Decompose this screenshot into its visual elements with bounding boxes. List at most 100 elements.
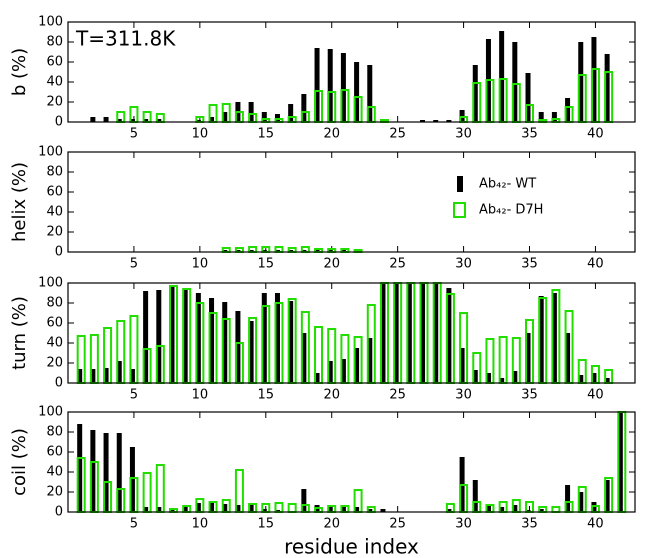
y-tick-label: 0 <box>55 376 63 391</box>
bar <box>420 120 426 122</box>
bar <box>248 504 254 512</box>
bar <box>354 62 360 122</box>
bar <box>472 370 478 383</box>
bar <box>143 291 149 383</box>
bar <box>209 298 215 383</box>
bar <box>248 246 258 253</box>
bar <box>156 119 162 122</box>
bar <box>617 412 623 512</box>
bar <box>591 37 597 122</box>
bar <box>314 48 320 122</box>
x-tick-label: 40 <box>587 127 604 142</box>
bar <box>485 373 491 383</box>
bar <box>301 489 307 512</box>
x-tick-label: 20 <box>323 388 340 403</box>
bar <box>116 361 122 383</box>
y-tick-label: 20 <box>46 485 63 500</box>
bar <box>300 246 310 253</box>
y-tick-label: 0 <box>55 115 63 130</box>
x-tick-label: 10 <box>192 517 209 532</box>
bar <box>578 375 584 383</box>
plot-frame <box>67 151 636 253</box>
x-tick-label: 30 <box>455 517 472 532</box>
bar <box>182 288 188 383</box>
plot-frame <box>67 411 636 513</box>
bar <box>512 42 518 122</box>
bar <box>156 290 162 383</box>
bar <box>156 507 162 512</box>
bar <box>116 433 122 512</box>
y-tick-label: 20 <box>46 225 63 240</box>
x-tick-label: 15 <box>258 517 275 532</box>
bar <box>420 283 426 383</box>
x-tick-label: 35 <box>521 127 538 142</box>
bar <box>604 54 610 122</box>
bar <box>380 283 386 383</box>
bar <box>142 472 152 513</box>
bar <box>209 117 215 122</box>
y-tick-label: 80 <box>46 165 63 180</box>
bar <box>367 65 373 122</box>
x-tick-label: 25 <box>389 388 406 403</box>
y-tick-label: 0 <box>55 505 63 520</box>
bar <box>393 283 399 383</box>
bar <box>90 369 96 383</box>
x-tick-label: 10 <box>192 127 209 142</box>
bar <box>367 338 373 383</box>
x-tick-label: 15 <box>258 257 275 272</box>
bar <box>103 433 109 512</box>
y-tick-label: 20 <box>46 356 63 371</box>
y-axis-label: coil (%) <box>9 428 30 496</box>
x-tick-label: 40 <box>587 257 604 272</box>
x-tick-label: 5 <box>130 127 138 142</box>
y-tick-label: 80 <box>46 425 63 440</box>
bar <box>499 31 505 122</box>
bar <box>195 503 201 512</box>
y-tick-label: 80 <box>46 296 63 311</box>
bar <box>261 293 267 383</box>
bar <box>485 506 491 512</box>
bar <box>222 302 228 383</box>
bar <box>472 65 478 122</box>
bar <box>340 53 346 122</box>
y-axis-label: b (%) <box>9 48 30 96</box>
bar <box>565 98 571 122</box>
annotation: T=311.8K <box>75 27 176 51</box>
y-tick-label: 60 <box>46 316 63 331</box>
bar <box>591 373 597 383</box>
y-tick-label: 60 <box>46 445 63 460</box>
bar <box>498 336 508 384</box>
y-tick-label: 100 <box>38 276 63 291</box>
bar <box>155 464 165 513</box>
y-tick-label: 60 <box>46 55 63 70</box>
x-tick-label: 5 <box>130 388 138 403</box>
bar <box>301 94 307 122</box>
bar <box>433 283 439 383</box>
x-tick-label: 15 <box>258 127 275 142</box>
bar <box>499 378 505 383</box>
bar <box>340 359 346 383</box>
x-tick-label: 25 <box>389 127 406 142</box>
bar <box>380 509 386 512</box>
plot-frame <box>67 21 636 123</box>
bar <box>235 311 241 383</box>
x-tick-label: 15 <box>258 388 275 403</box>
legend-label: Ab₄₂- WT <box>479 177 536 192</box>
bar <box>604 378 610 383</box>
legend-label: Ab₄₂- D7H <box>479 203 543 218</box>
bar <box>538 509 544 512</box>
bar <box>288 301 294 383</box>
bar <box>327 361 333 383</box>
bar <box>551 293 557 383</box>
bar <box>209 502 215 512</box>
bar <box>129 369 135 383</box>
bar <box>261 112 267 122</box>
y-tick-label: 0 <box>55 245 63 260</box>
y-tick-label: 100 <box>38 15 63 30</box>
y-tick-label: 100 <box>38 405 63 420</box>
x-tick-label: 35 <box>521 517 538 532</box>
x-tick-label: 30 <box>455 127 472 142</box>
bar <box>77 369 83 383</box>
bar <box>288 104 294 122</box>
bar <box>116 119 122 122</box>
